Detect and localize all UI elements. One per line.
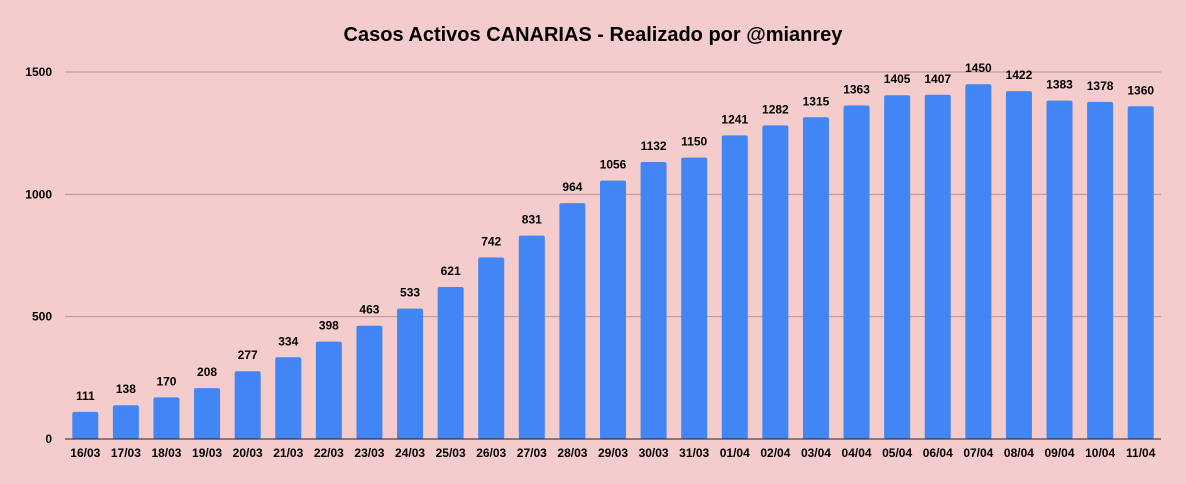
bar-value-label: 398: [319, 319, 339, 333]
x-tick-label: 18/03: [151, 446, 181, 460]
x-tick-label: 21/03: [273, 446, 303, 460]
bar: [681, 157, 708, 439]
bar: [1087, 101, 1114, 439]
bar-value-label: 1405: [884, 72, 911, 86]
bar: [478, 257, 505, 439]
bar: [72, 411, 99, 439]
x-tick-label: 07/04: [963, 446, 993, 460]
bar: [965, 84, 992, 439]
x-tick-label: 10/04: [1085, 446, 1115, 460]
bar: [437, 287, 464, 439]
x-tick-label: 28/03: [557, 446, 587, 460]
y-tick-label: 1000: [25, 187, 52, 201]
bar: [802, 117, 829, 439]
x-tick-label: 29/03: [598, 446, 628, 460]
bar-value-label: 1407: [924, 72, 951, 86]
bar: [1005, 91, 1032, 440]
bar: [1046, 100, 1073, 439]
bar-value-label: 1450: [965, 61, 992, 75]
bar: [194, 388, 221, 439]
bar-value-label: 742: [481, 234, 501, 248]
bar: [600, 180, 626, 439]
x-tick-label: 24/03: [395, 446, 425, 460]
bar: [234, 371, 261, 439]
x-tick-label: 23/03: [354, 446, 384, 460]
bar: [843, 105, 870, 439]
bar-value-label: 277: [238, 348, 258, 362]
bar-value-label: 111: [76, 389, 95, 403]
bar-value-label: 170: [156, 374, 176, 388]
bar-value-label: 1363: [843, 83, 870, 97]
bar-value-label: 1241: [721, 112, 748, 126]
x-tick-label: 02/04: [760, 446, 790, 460]
bar: [721, 135, 748, 440]
bar-value-label: 1383: [1046, 78, 1073, 92]
bar-value-label: 964: [562, 180, 582, 194]
bar: [315, 341, 342, 439]
bar-value-label: 1056: [600, 158, 627, 172]
bar: [275, 357, 302, 439]
bar-value-label: 1132: [641, 139, 667, 153]
bar-value-label: 1315: [803, 94, 830, 108]
bar-value-label: 334: [278, 334, 298, 348]
bar-value-label: 1150: [681, 135, 707, 149]
x-tick-label: 09/04: [1045, 446, 1075, 460]
bar: [924, 94, 951, 439]
y-tick-label: 1500: [25, 65, 52, 79]
bar: [397, 308, 424, 439]
x-tick-label: 03/04: [801, 446, 831, 460]
bar-value-label: 621: [441, 264, 461, 278]
bar: [356, 325, 383, 439]
bar: [112, 405, 139, 439]
bar: [518, 235, 545, 439]
y-tick-label: 0: [45, 432, 52, 446]
bar-value-label: 831: [522, 213, 542, 227]
x-tick-label: 19/03: [192, 446, 222, 460]
bar-value-label: 533: [400, 286, 420, 300]
bar-value-label: 463: [359, 303, 379, 317]
x-tick-label: 30/03: [639, 446, 669, 460]
bar-value-label: 1378: [1087, 79, 1114, 93]
bar-value-label: 1282: [762, 102, 789, 116]
x-tick-label: 26/03: [476, 446, 506, 460]
bar-value-label: 208: [197, 365, 217, 379]
chart-title: Casos Activos CANARIAS - Realizado por @…: [343, 24, 843, 46]
bar-value-label: 1360: [1127, 83, 1154, 97]
bar: [153, 397, 180, 439]
x-tick-label: 01/04: [720, 446, 750, 460]
x-tick-label: 08/04: [1004, 446, 1034, 460]
x-tick-label: 16/03: [70, 446, 100, 460]
x-tick-label: 05/04: [882, 446, 912, 460]
bar: [762, 125, 789, 439]
bar: [559, 203, 586, 439]
bar: [884, 95, 911, 439]
x-tick-label: 25/03: [436, 446, 466, 460]
x-tick-label: 17/03: [111, 446, 141, 460]
x-tick-label: 06/04: [923, 446, 953, 460]
x-tick-label: 20/03: [233, 446, 263, 460]
y-tick-label: 500: [32, 310, 52, 324]
bar-value-label: 138: [116, 382, 136, 396]
x-tick-label: 27/03: [517, 446, 547, 460]
x-tick-label: 31/03: [679, 446, 709, 460]
bar-value-label: 1422: [1006, 68, 1033, 82]
x-tick-label: 22/03: [314, 446, 344, 460]
x-tick-label: 04/04: [842, 446, 872, 460]
bar: [1127, 106, 1154, 440]
x-tick-label: 11/04: [1126, 446, 1156, 460]
bar: [640, 162, 667, 439]
